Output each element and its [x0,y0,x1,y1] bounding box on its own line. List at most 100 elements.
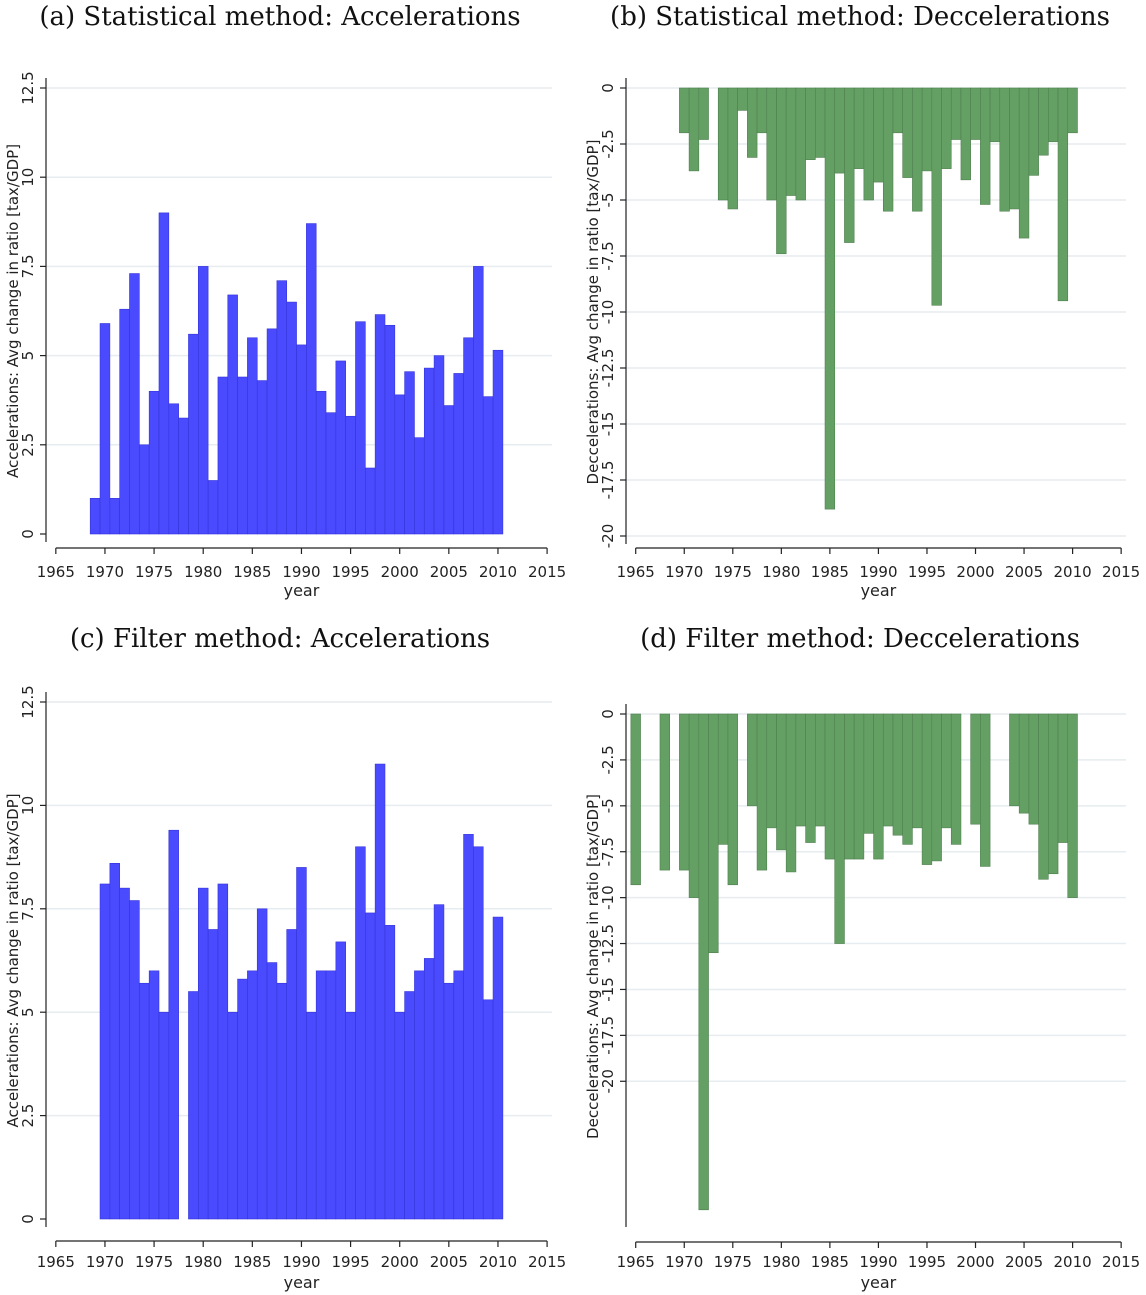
x-tick-label: 1995 [908,563,946,581]
bar [766,87,777,201]
bar [237,978,248,1220]
x-tick-label: 2015 [1102,1253,1140,1271]
bar [286,301,297,535]
bar [227,294,238,535]
x-tick-label: 2005 [1005,1253,1043,1271]
bar [414,437,425,535]
y-axis-label: Accelerations: Avg change in ratio [tax/… [4,144,22,478]
x-tick-label: 2015 [528,563,566,581]
bar [139,982,150,1220]
bar [941,713,952,829]
bar [853,713,865,860]
bar [679,713,690,871]
panel-d-title: (d) Filter method: Deccelerations [640,624,1080,654]
y-tick-label: -17.5 [599,1016,617,1055]
bar [207,929,219,1220]
bar [659,713,670,871]
bar [844,713,855,860]
y-tick-label: -10 [599,885,617,910]
x-axis-label: year [284,581,320,600]
bar [207,480,219,535]
bar [892,713,903,836]
bar [863,713,874,834]
x-tick-label: 1975 [135,563,173,581]
x-tick-label: 1985 [811,563,849,581]
bar [999,87,1010,212]
bar [276,982,288,1220]
y-tick-label: 10 [19,796,37,815]
bar [834,713,845,944]
y-tick-label: 2.5 [19,433,37,457]
y-tick-label: -7.5 [599,837,617,866]
y-tick-label: 7.5 [19,897,37,921]
bar [148,970,160,1220]
bar [1067,87,1078,134]
bar [473,846,484,1220]
bar [296,867,307,1220]
bar [355,846,366,1220]
bar [404,371,415,535]
bar [99,323,111,535]
bar [902,87,913,178]
bar [1048,87,1059,143]
x-tick-label: 1980 [762,563,800,581]
chart-d: 0 -2.5 -5 -7.5 -10 -12.5 -15 -17.5 -20 1965 1970 19… [584,704,1140,1292]
x-tick-label: 1965 [37,1253,75,1271]
bar [414,970,425,1220]
x-tick-label: 1990 [282,563,320,581]
x-tick-label: 1970 [86,1253,124,1271]
y-tick-label: -2.5 [599,745,617,774]
bar [1018,87,1030,239]
bar [747,713,758,807]
bar [688,87,700,172]
x-tick-label: 1980 [762,1253,800,1271]
x-tick-label: 2010 [1054,1253,1092,1271]
x-tick-label: 2015 [528,1253,566,1271]
bar [482,396,494,535]
bar [99,883,111,1220]
bar [463,337,474,535]
bar [217,376,229,535]
y-tick-label: 0 [599,709,617,719]
bar [795,713,806,827]
bar [756,713,768,871]
x-tick-label: 1985 [233,563,271,581]
bar [1038,87,1049,156]
bar [776,713,787,851]
bar [863,87,874,201]
bar [227,1011,238,1220]
x-tick-label: 2000 [381,563,419,581]
bar [785,713,797,873]
bar [824,713,836,860]
y-tick-label: -12.5 [599,349,617,388]
bar [902,713,913,845]
bar [1067,713,1078,898]
bar [873,87,884,183]
bar [374,314,386,535]
y-tick-label: 5 [19,1007,37,1017]
x-tick-label: 1965 [37,563,75,581]
y-tick-label: 12.5 [19,685,37,718]
bar [795,87,806,201]
x-tick-label: 1990 [859,563,897,581]
y-tick-label: 0 [599,83,617,93]
bar [941,87,952,169]
bar [1009,87,1020,210]
y-tick-label: -15 [599,412,617,437]
x-axis-label: year [861,1273,897,1292]
bar [737,87,748,111]
bar [873,713,884,860]
bar [315,970,327,1220]
bar [306,1011,317,1220]
y-tick-label: 10 [19,168,37,187]
bar [844,87,855,243]
x-tick-label: 2005 [430,1253,468,1271]
bar [453,970,464,1220]
bar [492,349,504,535]
x-tick-label: 2005 [1005,563,1043,581]
bar [443,982,455,1220]
bar [630,713,641,886]
x-tick-label: 1970 [665,1253,703,1271]
x-axis-label: year [861,581,897,600]
